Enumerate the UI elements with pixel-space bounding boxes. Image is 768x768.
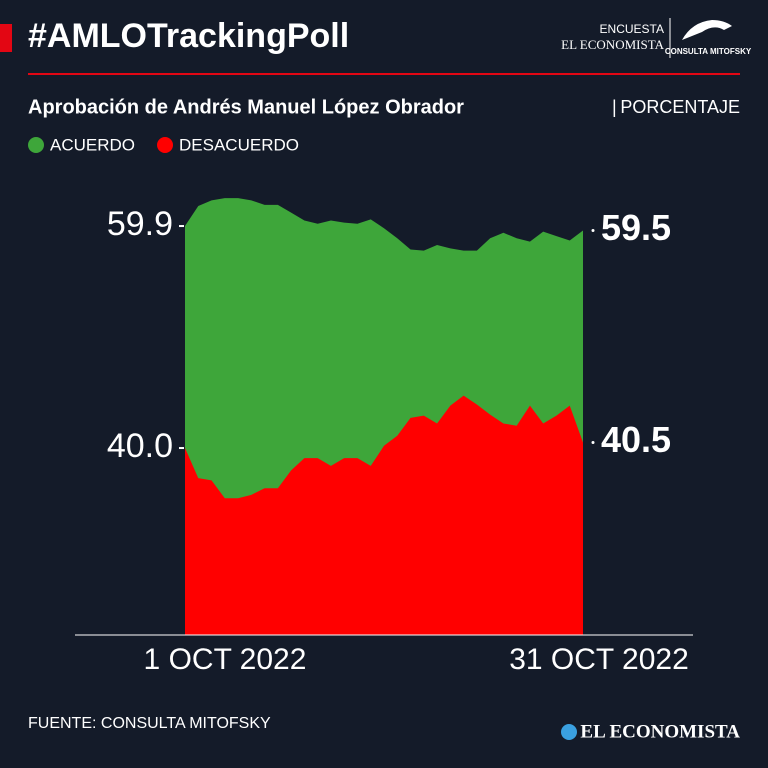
end-value-label: 40.5 <box>601 419 671 460</box>
chart-title: Aprobación de Andrés Manuel López Obrado… <box>28 96 464 118</box>
brand-top: ENCUESTA <box>600 22 664 36</box>
y-tick-label: 59.9 <box>107 205 173 243</box>
brand-logo: CONSULTA MITOFSKY <box>665 47 752 56</box>
x-tick-label: 31 OCT 2022 <box>509 643 689 676</box>
legend-label: DESACUERDO <box>179 135 299 154</box>
footer-brand: EL ECONOMISTA <box>580 721 740 742</box>
unit-label: PORCENTAJE <box>620 97 740 117</box>
separator: | <box>612 97 617 117</box>
area <box>185 395 583 635</box>
legend-dot <box>28 137 44 153</box>
y-tick-label: 40.0 <box>107 427 173 465</box>
legend-label: ACUERDO <box>50 135 135 154</box>
accent-bar <box>0 24 12 52</box>
footer-logo-icon <box>561 724 577 740</box>
end-dot <box>591 228 595 232</box>
brand-icon <box>682 20 732 40</box>
page-title: #AMLOTrackingPoll <box>28 17 349 55</box>
brand-name: EL ECONOMISTA <box>561 37 664 52</box>
end-value-label: 59.5 <box>601 207 671 248</box>
source: FUENTE: CONSULTA MITOFSKY <box>28 715 271 732</box>
legend-dot <box>157 137 174 153</box>
x-tick-label: 1 OCT 2022 <box>144 643 307 676</box>
end-dot <box>591 440 595 444</box>
